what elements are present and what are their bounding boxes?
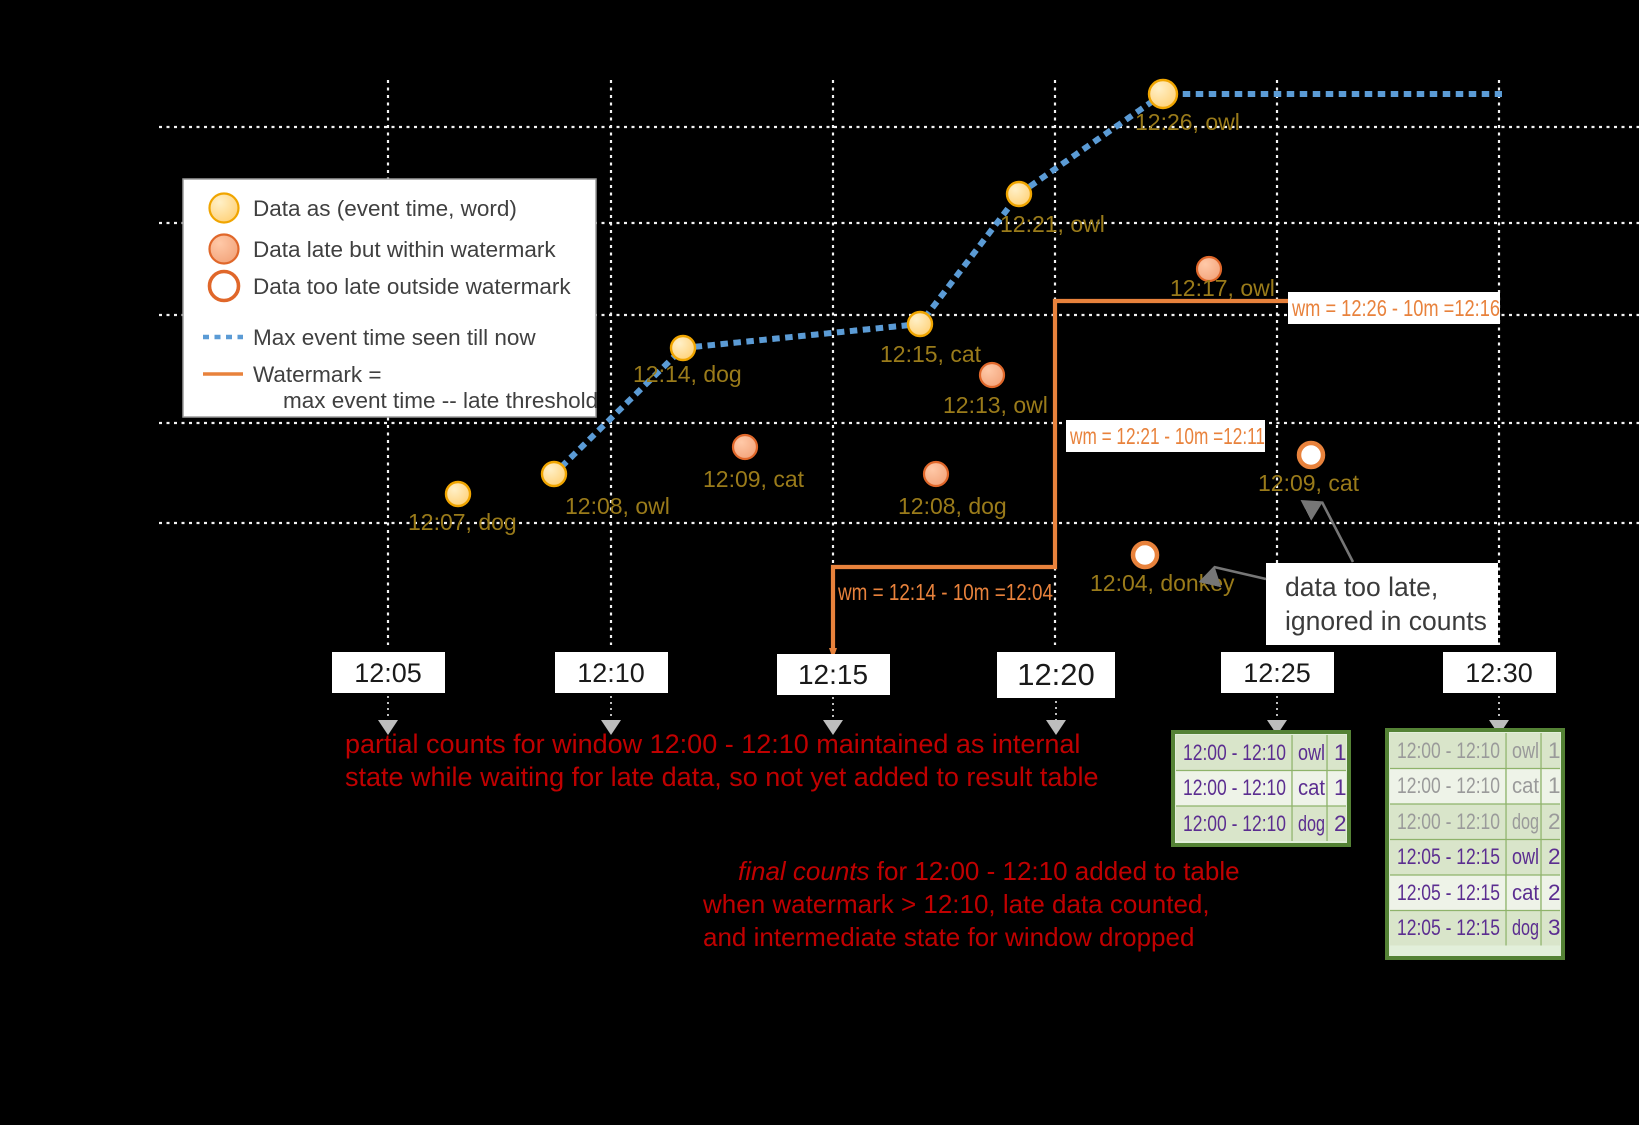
svg-text:partial counts for window 12:0: partial counts for window 12:00 - 12:10 …: [345, 729, 1080, 759]
svg-text:1: 1: [1334, 740, 1347, 765]
svg-text:Max event time seen till now: Max event time seen till now: [253, 325, 536, 350]
svg-text:12:08, dog: 12:08, dog: [898, 493, 1007, 519]
svg-text:final counts for 12:00 - 12:10: final counts for 12:00 - 12:10 added to …: [738, 856, 1240, 886]
svg-text:12:15, cat: 12:15, cat: [880, 341, 982, 367]
svg-text:owl: owl: [1512, 738, 1539, 763]
svg-text:12:10: 12:10: [577, 658, 645, 688]
svg-text:Watermark =: Watermark =: [253, 362, 382, 387]
svg-text:Data as (event time, word): Data as (event time, word): [253, 196, 517, 221]
svg-text:12:25: 12:25: [1243, 658, 1311, 688]
svg-text:ignored in counts: ignored in counts: [1285, 606, 1487, 636]
svg-text:wm = 12:26 - 10m =12:16: wm = 12:26 - 10m =12:16: [1291, 295, 1500, 321]
svg-text:cat: cat: [1298, 775, 1326, 800]
svg-text:12:26, owl: 12:26, owl: [1135, 109, 1240, 135]
svg-text:12:07, dog: 12:07, dog: [408, 509, 517, 535]
svg-text:12:08, owl: 12:08, owl: [565, 493, 670, 519]
svg-text:wm = 12:14 - 10m =12:04: wm = 12:14 - 10m =12:04: [837, 579, 1053, 605]
svg-text:12:00 - 12:10: 12:00 - 12:10: [1397, 773, 1500, 798]
svg-text:dog: dog: [1298, 811, 1325, 836]
svg-text:cat: cat: [1512, 880, 1540, 905]
svg-text:1: 1: [1548, 738, 1561, 763]
svg-text:12:21, owl: 12:21, owl: [1000, 211, 1105, 237]
svg-text:and intermediate state for win: and intermediate state for window droppe…: [703, 922, 1194, 952]
svg-text:when watermark > 12:10, late d: when watermark > 12:10, late data counte…: [702, 889, 1210, 919]
svg-text:wm = 12:21 - 10m =12:11: wm = 12:21 - 10m =12:11: [1069, 423, 1265, 449]
svg-text:1: 1: [1548, 773, 1561, 798]
svg-text:12:13, owl: 12:13, owl: [943, 392, 1048, 418]
svg-text:12:00 - 12:10: 12:00 - 12:10: [1397, 738, 1500, 763]
svg-text:dog: dog: [1512, 809, 1539, 834]
svg-text:2: 2: [1334, 811, 1347, 836]
svg-text:12:00 - 12:10: 12:00 - 12:10: [1183, 811, 1286, 836]
svg-text:state while waiting for late d: state while waiting for late data, so no…: [345, 762, 1098, 792]
svg-text:2: 2: [1548, 880, 1561, 905]
svg-text:12:14, dog: 12:14, dog: [633, 361, 742, 387]
svg-text:12:05 - 12:15: 12:05 - 12:15: [1397, 915, 1500, 940]
svg-text:12:15: 12:15: [798, 659, 868, 690]
svg-text:Data late but within watermark: Data late but within watermark: [253, 237, 556, 262]
svg-text:dog: dog: [1512, 915, 1539, 940]
svg-text:cat: cat: [1512, 773, 1540, 798]
svg-text:1: 1: [1334, 775, 1347, 800]
svg-text:2: 2: [1548, 809, 1561, 834]
svg-text:owl: owl: [1512, 844, 1539, 869]
svg-text:12:09, cat: 12:09, cat: [1258, 470, 1360, 496]
svg-text:owl: owl: [1298, 740, 1325, 765]
svg-text:12:00 - 12:10: 12:00 - 12:10: [1183, 775, 1286, 800]
svg-text:12:05 - 12:15: 12:05 - 12:15: [1397, 880, 1500, 905]
svg-text:Data too late outside watermar: Data too late outside watermark: [253, 274, 571, 299]
svg-text:12:00 - 12:10: 12:00 - 12:10: [1183, 740, 1286, 765]
svg-text:12:20: 12:20: [1017, 657, 1095, 692]
svg-text:data too late,: data too late,: [1285, 572, 1438, 602]
svg-text:3: 3: [1548, 915, 1561, 940]
svg-text:12:05 - 12:15: 12:05 - 12:15: [1397, 844, 1500, 869]
svg-text:12:09, cat: 12:09, cat: [703, 466, 805, 492]
svg-text:12:00 - 12:10: 12:00 - 12:10: [1397, 809, 1500, 834]
svg-text:max event time -- late thresho: max event time -- late threshold: [283, 388, 598, 413]
svg-text:2: 2: [1548, 844, 1561, 869]
svg-text:12:30: 12:30: [1465, 658, 1533, 688]
svg-text:12:05: 12:05: [354, 658, 422, 688]
svg-text:12:04, donkey: 12:04, donkey: [1090, 570, 1235, 596]
svg-text:12:17, owl: 12:17, owl: [1170, 275, 1275, 301]
